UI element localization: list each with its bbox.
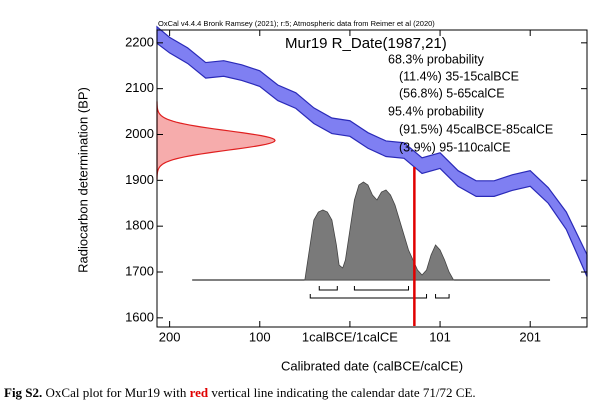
y-tick-label: 1600 — [125, 309, 154, 324]
caption-highlight: red — [190, 385, 209, 400]
measurement-distribution — [156, 101, 276, 180]
annotation: (3.9%) 95-110calCE — [399, 140, 511, 154]
posterior-distribution — [304, 181, 455, 281]
x-tick-label: 100 — [249, 329, 271, 344]
y-tick-label: 1900 — [125, 172, 154, 187]
range-bracket — [353, 286, 410, 291]
y-tick-label: 2200 — [125, 34, 154, 49]
caption-text: vertical line indicating the calendar da… — [208, 385, 475, 400]
annotation: 95.4% probability — [388, 104, 485, 118]
y-tick-label: 1800 — [125, 218, 154, 233]
caption-label: Fig S2. — [4, 385, 42, 400]
y-tick-label: 2100 — [125, 80, 154, 95]
x-tick-label: 201 — [519, 329, 541, 344]
x-tick-label: 101 — [429, 329, 451, 344]
y-axis-label: Radiocarbon determination (BP) — [75, 87, 90, 273]
y-tick-label: 1700 — [125, 263, 154, 278]
caption: Fig S2. OxCal plot for Mur19 with red ve… — [4, 385, 476, 400]
annotation: 68.3% probability — [388, 52, 485, 66]
chart-title: Mur19 R_Date(1987,21) — [285, 35, 447, 52]
x-axis-label: Calibrated date (calBCE/calCE) — [281, 358, 463, 373]
header: OxCal v4.4.4 Bronk Ramsey (2021); r:5; A… — [158, 19, 435, 28]
range-bracket — [435, 294, 450, 299]
annotation: (11.4%) 35-15calBCE — [399, 69, 519, 83]
x-tick-label: 200 — [159, 329, 181, 344]
caption-text: OxCal plot for Mur19 with — [42, 385, 189, 400]
x-tick-label: 1calBCE/1calCE — [302, 329, 398, 344]
annotation: (56.8%) 5-65calCE — [399, 86, 505, 100]
range-bracket — [318, 286, 338, 291]
annotation: (91.5%) 45calBCE-85calCE — [399, 122, 553, 136]
plot-frame — [156, 29, 588, 328]
range-bracket — [309, 294, 428, 299]
y-tick-label: 2000 — [125, 126, 154, 141]
